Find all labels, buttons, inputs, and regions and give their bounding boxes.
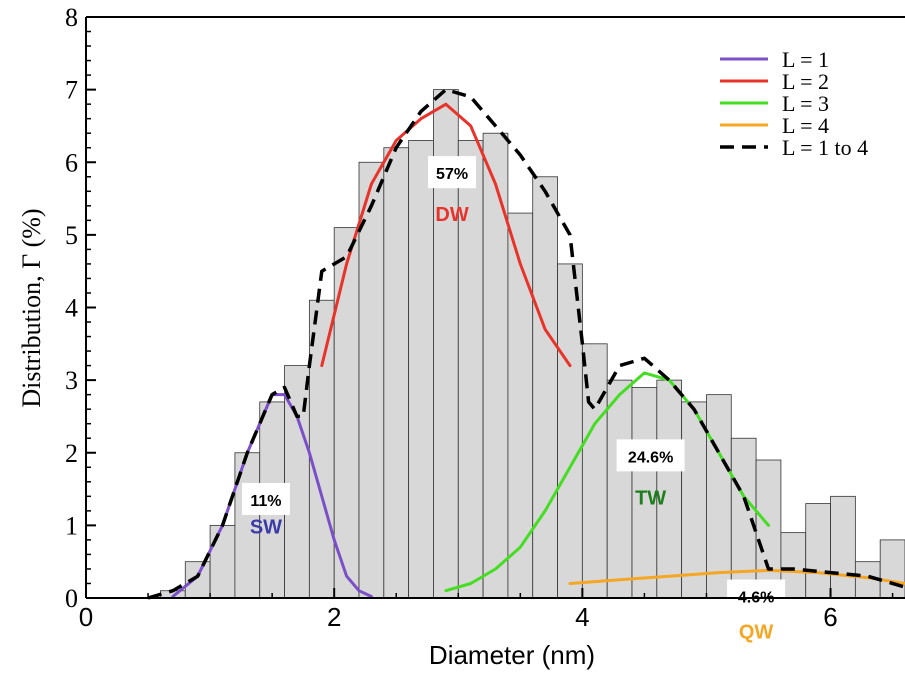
- y-tick-label: 8: [65, 3, 78, 32]
- histogram-bar: [209, 524, 236, 599]
- legend-label: L = 2: [782, 69, 829, 94]
- y-tick-label: 2: [65, 439, 78, 468]
- x-tick-label: 0: [79, 602, 93, 632]
- histogram-bar: [532, 176, 558, 599]
- y-tick-label: 1: [65, 511, 78, 540]
- percent-box: [616, 439, 685, 472]
- x-tick-label: 2: [327, 602, 341, 632]
- x-tick-label: 4: [575, 602, 589, 632]
- histogram-bar: [408, 140, 434, 599]
- histogram-bar: [830, 495, 856, 599]
- percent-box: [727, 579, 786, 612]
- wall-type-label: DW: [435, 204, 468, 226]
- histogram-bar: [681, 401, 707, 599]
- wall-type-label: QW: [739, 622, 774, 644]
- y-tick-label: 6: [65, 148, 78, 177]
- y-tick-label: 0: [65, 584, 78, 613]
- histogram-bar: [606, 379, 633, 599]
- histogram-bar: [482, 132, 509, 599]
- y-tick-label: 3: [65, 366, 78, 395]
- wall-type-label: TW: [635, 487, 666, 509]
- percent-label: 24.6%: [628, 449, 673, 466]
- y-axis-label: Distribution, Γ (%): [17, 208, 46, 407]
- series-line-2: [320, 102, 572, 368]
- percent-box: [241, 482, 290, 515]
- histogram-bar: [457, 140, 484, 599]
- histogram-bar: [755, 459, 782, 599]
- histogram-bar: [631, 386, 658, 599]
- series-lines: [147, 87, 905, 600]
- legend-label: L = 1: [782, 47, 829, 72]
- x-axis-label: Diameter (nm): [429, 640, 595, 670]
- axis-ticks: 0 1 2 3 4 5 6 7 8 0 2 4 6: [65, 3, 894, 632]
- histogram-bar: [706, 394, 732, 599]
- legend: L = 1L = 2L = 3L = 4L = 1 to 4: [720, 47, 868, 160]
- histogram-bar: [507, 212, 534, 599]
- histogram-bars: [160, 89, 905, 599]
- wall-type-label: SW: [250, 516, 282, 538]
- histogram-bar: [383, 147, 410, 599]
- histogram-bar: [358, 161, 385, 599]
- y-tick-label: 7: [65, 76, 78, 105]
- series-line-5: [147, 87, 905, 600]
- percent-label: 57%: [436, 166, 468, 183]
- percent-box: [428, 156, 477, 189]
- legend-label: L = 1 to 4: [782, 135, 868, 160]
- y-tick-label: 5: [65, 221, 78, 250]
- histogram-bar: [656, 379, 683, 599]
- legend-label: L = 3: [782, 91, 829, 116]
- legend-label: L = 4: [782, 113, 829, 138]
- percent-label: 11%: [250, 493, 281, 510]
- histogram-bar: [333, 227, 360, 599]
- histogram-bar: [805, 503, 831, 599]
- histogram-bar: [879, 539, 905, 599]
- y-tick-label: 4: [65, 294, 78, 323]
- x-tick-label: 6: [823, 602, 837, 632]
